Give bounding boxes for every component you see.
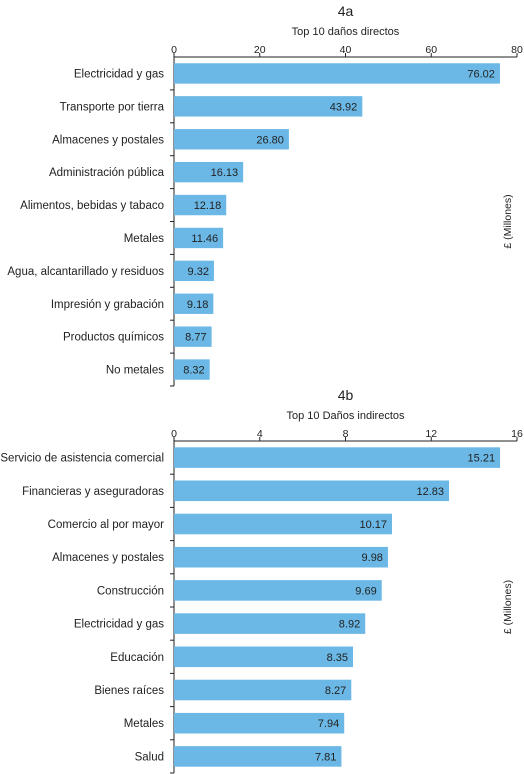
panel-4b-value-label: 9.98 (362, 552, 383, 564)
panel-4b-category-label: Construcción (97, 585, 164, 597)
panel-4b-category-label: Educación (110, 652, 164, 664)
panel-4b-tick-label: 4 (257, 428, 263, 440)
panel-4b-value-label: 7.94 (318, 718, 339, 730)
panel-4b-tick-label: 0 (171, 428, 177, 440)
panel-4b-value-label: 7.81 (315, 751, 336, 763)
panel-4b-value-label: 12.83 (417, 486, 445, 498)
panel-4a-tick-label: 20 (254, 44, 266, 56)
panel-4a-tick-label: 60 (425, 44, 437, 56)
panel-4b-bar (174, 613, 366, 634)
panel-4b-value-label: 9.69 (355, 585, 376, 597)
panel-4a-category-label: Metales (124, 233, 165, 245)
panel-4a-category-label: Alimentos, bebidas y tabaco (20, 200, 164, 212)
panel-4b-bar (174, 712, 345, 734)
panel-4b-tick-label: 8 (343, 428, 349, 440)
panel-4a-bar (174, 194, 227, 216)
panel-4a-tick-label: 80 (511, 44, 523, 56)
panel-4a-bar (174, 161, 244, 183)
panel-4a-value-label: 16.13 (211, 167, 239, 179)
panel-4a-category-label: Transporte por tierra (60, 101, 165, 113)
panel-4b-category-label: Metales (124, 718, 165, 730)
panel-4a-category-label: Almacenes y postales (52, 134, 164, 146)
panel-4a-value-label: 8.32 (183, 365, 204, 377)
panel-4a-bar (174, 293, 214, 314)
panel-4b-tick-label: 16 (511, 428, 523, 440)
panel-4a-category-label: Electricidad y gas (74, 68, 164, 80)
panel-4b-category-label: Financieras y aseguradoras (22, 486, 164, 498)
panel-4b-category-label: Servicio de asistencia comercial (0, 453, 164, 465)
panel-4a-bar (174, 63, 500, 84)
panel-4a-category-label: Impresión y grabación (51, 299, 164, 311)
panel-4b-bar (174, 580, 382, 601)
panel-4a-value-label: 26.80 (256, 134, 284, 146)
panel-4a-bar (174, 260, 214, 282)
panel-4b-bar (174, 646, 354, 668)
panel-4a-title: Top 10 daños directos (292, 26, 400, 38)
panel-4a-tick-label: 0 (171, 44, 177, 56)
panel-4a-value-label: 76.02 (467, 68, 495, 80)
panel-4a-bar (174, 227, 224, 249)
panel-4a-value-label: 43.92 (330, 101, 358, 113)
panel-4a-label: 4a (338, 3, 354, 19)
panel-4a-bar (174, 129, 289, 150)
panel-4b-category-label: Bienes raíces (94, 685, 164, 697)
panel-4a-category-label: Agua, alcantarillado y residuos (7, 266, 164, 278)
panel-4a-value-label: 11.46 (191, 233, 218, 245)
panel-4b-tick-label: 12 (425, 428, 437, 440)
panel-4b-category-label: Salud (135, 751, 164, 763)
panel-4b-value-label: 15.21 (468, 453, 496, 465)
panel-4b-value-label: 8.27 (325, 685, 346, 697)
panel-4a-unit-label: £ (Millones) (502, 194, 514, 248)
panel-4b-value-label: 8.35 (327, 652, 348, 664)
panel-4a-category-label: No metales (106, 365, 164, 377)
panel-4a-category-label: Productos químicos (63, 332, 164, 344)
panel-4b-title: Top 10 Daños indirectos (286, 410, 405, 422)
panel-4a-tick-label: 40 (340, 44, 352, 56)
panel-4a-bar (174, 326, 212, 347)
panel-4b-label: 4b (338, 387, 354, 403)
panel-4b-bar (174, 746, 342, 767)
panel-4a-bar (174, 359, 210, 380)
panel-4a-bar (174, 96, 363, 117)
panel-4b-bar (174, 546, 388, 568)
panel-4b-bar (174, 513, 393, 535)
panel-4a-value-label: 12.18 (194, 200, 222, 212)
panel-4b-bar (174, 480, 450, 502)
panel-4b-category-label: Electricidad y gas (74, 619, 164, 631)
panel-4b-bar (174, 447, 501, 468)
panel-4b-value-label: 8.92 (339, 619, 360, 631)
panel-4b-category-label: Comercio al por mayor (48, 519, 164, 531)
panel-4b-category-label: Almacenes y postales (52, 552, 164, 564)
panel-4b-bar (174, 679, 352, 701)
panel-4b-value-label: 10.17 (359, 519, 387, 531)
panel-4a-category-label: Administración pública (49, 167, 165, 179)
panel-4a-value-label: 8.77 (185, 332, 206, 344)
panel-4a-value-label: 9.32 (188, 266, 209, 278)
panel-4a-value-label: 9.18 (187, 299, 208, 311)
panel-4b-unit-label: £ (Millones) (502, 580, 514, 634)
